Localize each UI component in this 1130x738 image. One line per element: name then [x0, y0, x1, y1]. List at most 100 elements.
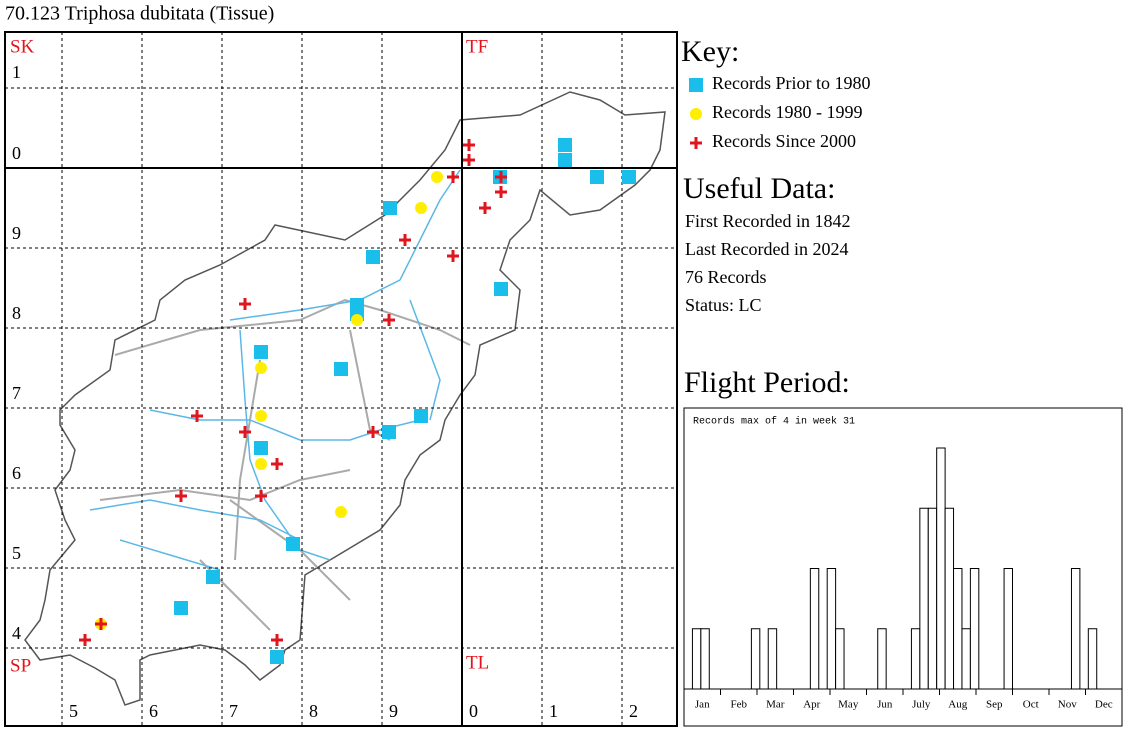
x-tick-label: July [912, 699, 931, 711]
x-tick-label: May [838, 699, 859, 711]
record-since-2000 [495, 171, 507, 183]
column-label: 5 [69, 701, 78, 721]
bar [835, 628, 845, 690]
key-heading: Key: [681, 35, 739, 68]
square-label: SK [10, 36, 35, 57]
bar [969, 568, 980, 690]
x-tick-label: Aug [948, 699, 967, 711]
x-tick-label: Apr [803, 699, 820, 711]
record-since-2000 [239, 426, 251, 438]
column-label: 0 [469, 701, 478, 721]
useful-data-heading: Useful Data: [683, 172, 835, 205]
flight-period-heading: Flight Period: [684, 366, 850, 399]
column-label: 7 [229, 701, 238, 721]
x-tick-label: Jun [877, 699, 893, 711]
record-prior-1980 [174, 601, 188, 615]
record-prior-1980 [558, 138, 572, 152]
bar [809, 568, 820, 690]
bar [1003, 568, 1013, 690]
record-since-2000 [255, 490, 267, 502]
useful-data-line: Status: LC [685, 295, 762, 315]
row-label: 1 [12, 62, 21, 82]
record-1980-1999 [335, 506, 347, 518]
bar [919, 507, 929, 690]
record-since-2000 [271, 634, 283, 646]
record-since-2000 [463, 154, 475, 166]
record-since-2000 [479, 202, 491, 214]
record-since-2000 [463, 139, 475, 151]
record-1980-1999 [690, 108, 702, 120]
square-label: TL [466, 652, 489, 673]
bar [767, 628, 778, 690]
record-since-2000 [271, 458, 283, 470]
x-tick-label: Oct [1023, 699, 1039, 711]
record-1980-1999 [431, 171, 443, 183]
column-label: 6 [149, 701, 158, 721]
record-prior-1980 [622, 170, 636, 184]
column-label: 2 [629, 701, 638, 721]
bar [953, 568, 963, 690]
record-since-2000 [447, 171, 459, 183]
bar [1087, 628, 1098, 690]
record-prior-1980 [254, 345, 268, 359]
row-label: 0 [12, 143, 21, 163]
chart-frame [683, 407, 1123, 727]
bar [910, 628, 921, 690]
column-label: 8 [309, 701, 318, 721]
bar [826, 568, 837, 690]
record-since-2000 [383, 314, 395, 326]
record-since-2000 [399, 234, 411, 246]
bar [691, 628, 702, 690]
record-prior-1980 [689, 78, 703, 92]
record-prior-1980 [206, 570, 220, 584]
record-prior-1980 [382, 425, 396, 439]
bar [700, 628, 710, 690]
bar [944, 507, 955, 690]
row-label: 9 [12, 223, 21, 243]
record-since-2000 [79, 634, 91, 646]
bar [750, 628, 761, 690]
page-title: 70.123 Triphosa dubitata (Tissue) [5, 3, 274, 25]
x-tick-label: Feb [731, 699, 748, 711]
bar [877, 628, 887, 690]
record-since-2000 [447, 250, 459, 262]
record-1980-1999 [255, 458, 267, 470]
bar [927, 507, 938, 690]
square-label: TF [466, 36, 488, 57]
key-label: Records Prior to 1980 [712, 73, 870, 93]
x-tick-label: Jan [695, 699, 710, 711]
chart-annotation: Records max of 4 in week 31 [693, 416, 855, 428]
record-prior-1980 [270, 650, 284, 664]
x-tick-label: Dec [1095, 699, 1113, 711]
record-prior-1980 [366, 250, 380, 264]
record-1980-1999 [255, 410, 267, 422]
bar [936, 447, 946, 690]
record-prior-1980 [558, 153, 572, 167]
rivers [89, 169, 461, 571]
x-tick-label: Mar [766, 699, 785, 711]
record-prior-1980 [334, 362, 348, 376]
row-label: 5 [12, 543, 21, 563]
record-1980-1999 [351, 314, 363, 326]
bar [961, 628, 971, 690]
record-1980-1999 [255, 362, 267, 374]
record-prior-1980 [494, 282, 508, 296]
useful-data-line: 76 Records [685, 267, 766, 287]
row-label: 4 [12, 623, 21, 643]
record-prior-1980 [414, 409, 428, 423]
record-since-2000 [239, 298, 251, 310]
record-since-2000 [191, 410, 203, 422]
record-since-2000 [367, 426, 379, 438]
record-since-2000 [175, 490, 187, 502]
record-1980-1999 [415, 202, 427, 214]
square-label: SP [10, 655, 31, 676]
bar [1070, 568, 1081, 690]
record-prior-1980 [286, 537, 300, 551]
x-tick-label: Nov [1058, 699, 1077, 711]
row-label: 8 [12, 303, 21, 323]
record-since-2000 [95, 618, 107, 630]
useful-data-line: First Recorded in 1842 [685, 211, 850, 231]
record-prior-1980 [383, 201, 397, 215]
